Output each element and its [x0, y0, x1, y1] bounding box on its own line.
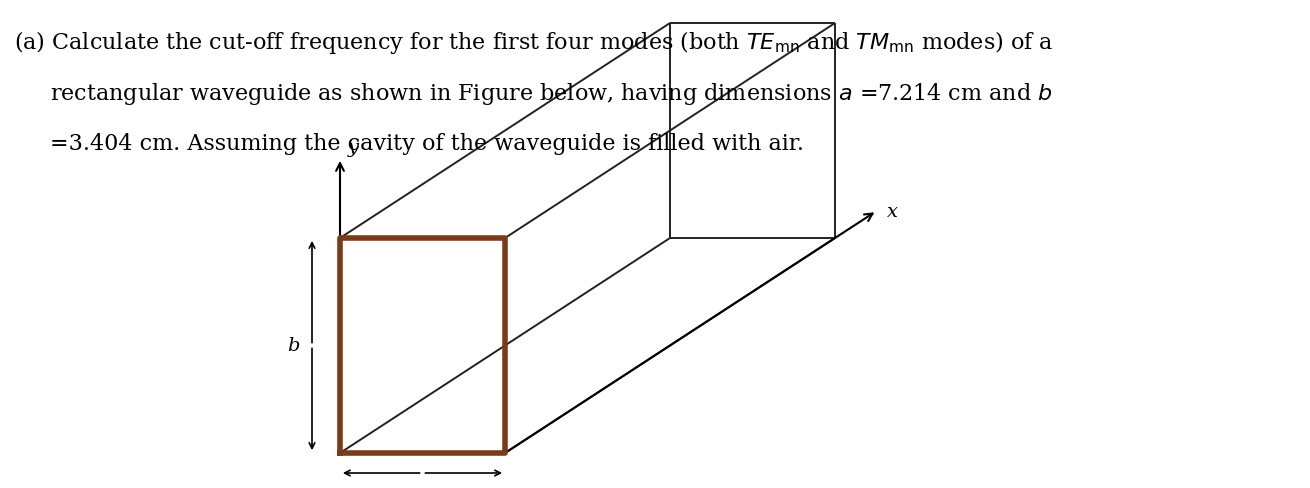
- Text: (a) Calculate the cut-off frequency for the first four modes (both $\mathit{TE}_: (a) Calculate the cut-off frequency for …: [14, 29, 1053, 56]
- Text: a: a: [417, 487, 428, 488]
- Text: b: b: [287, 337, 300, 355]
- Text: x: x: [887, 203, 897, 220]
- Text: rectangular waveguide as shown in Figure below, having dimensions $\mathit{a}$ =: rectangular waveguide as shown in Figure…: [50, 81, 1052, 107]
- Text: =3.404 cm. Assuming the cavity of the waveguide is filled with air.: =3.404 cm. Assuming the cavity of the wa…: [50, 133, 804, 155]
- Text: y: y: [348, 139, 359, 157]
